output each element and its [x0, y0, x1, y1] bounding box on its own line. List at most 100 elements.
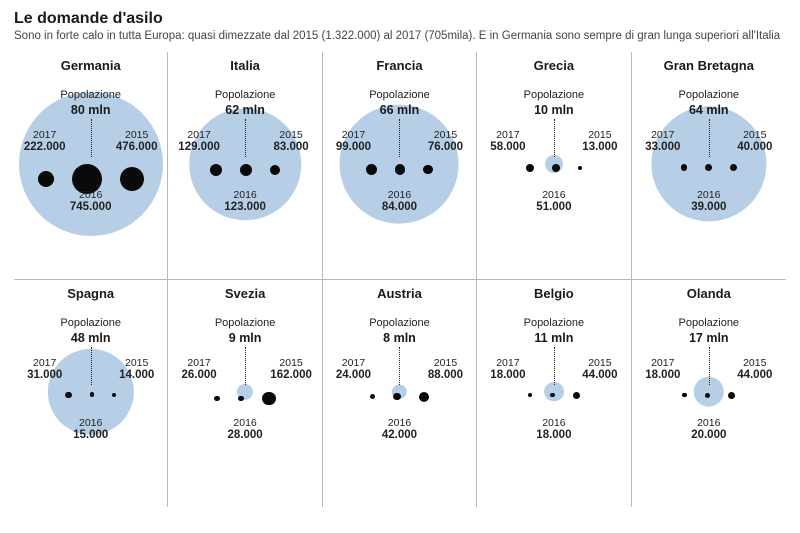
population-label: Popolazione [639, 317, 779, 329]
country-name: Grecia [534, 58, 574, 73]
year-label: 2016 [524, 189, 584, 201]
label-2015: 201514.000 [107, 357, 167, 381]
country-cell: GermaniaPopolazione80 mln2017222.0002015… [14, 52, 168, 280]
year-value: 18.000 [478, 369, 538, 381]
year-label: 2015 [570, 357, 630, 369]
label-2016: 201615.000 [61, 417, 121, 441]
dots-row [21, 392, 161, 398]
country-name: Gran Bretagna [664, 58, 754, 73]
country-name: Germania [61, 58, 121, 73]
year-label: 2015 [415, 129, 475, 141]
population-label: Popolazione [329, 317, 469, 329]
dot-2015 [423, 165, 433, 175]
year-label: 2015 [261, 357, 321, 369]
country-panel: Popolazione9 mln201726.0002015162.000201… [175, 307, 315, 477]
dots-row [639, 164, 779, 171]
year-label: 2015 [725, 129, 785, 141]
year-label: 2015 [725, 357, 785, 369]
year-value: 76.000 [415, 141, 475, 153]
population-label: Popolazione [175, 317, 315, 329]
year-label: 2016 [679, 189, 739, 201]
label-2016: 201618.000 [524, 417, 584, 441]
country-panel: Popolazione11 mln201718.000201544.000201… [484, 307, 624, 477]
dot-2015 [728, 392, 735, 399]
year-value: 18.000 [524, 429, 584, 441]
year-value: 129.000 [169, 141, 229, 153]
dot-2017 [210, 164, 222, 176]
year-value: 58.000 [478, 141, 538, 153]
country-name: Spagna [67, 286, 114, 301]
year-value: 14.000 [107, 369, 167, 381]
label-2016: 201620.000 [679, 417, 739, 441]
label-2017: 2017129.000 [169, 129, 229, 153]
label-2017: 201718.000 [633, 357, 693, 381]
connector-line [399, 119, 400, 157]
country-name: Italia [230, 58, 260, 73]
label-2017: 201799.000 [323, 129, 383, 153]
dots-row [175, 392, 315, 406]
dot-2016 [705, 164, 712, 171]
dot-2015 [573, 392, 580, 399]
year-label: 2016 [524, 417, 584, 429]
country-cell: ItaliaPopolazione62 mln2017129.000201583… [168, 52, 322, 280]
label-2015: 201588.000 [415, 357, 475, 381]
year-value: 162.000 [261, 369, 321, 381]
country-cell: AustriaPopolazione8 mln201724.000201588.… [323, 280, 477, 508]
population-label: Popolazione [329, 89, 469, 101]
year-value: 15.000 [61, 429, 121, 441]
label-2016: 2016745.000 [61, 189, 121, 213]
dot-2017 [681, 164, 687, 170]
dot-2015 [112, 393, 116, 397]
connector-line [709, 119, 710, 157]
dot-2017 [366, 164, 377, 175]
year-label: 2016 [679, 417, 739, 429]
year-label: 2016 [215, 417, 275, 429]
year-value: 83.000 [261, 141, 321, 153]
label-2016: 201684.000 [369, 189, 429, 213]
dot-2016 [238, 396, 244, 402]
year-label: 2015 [107, 129, 167, 141]
dot-2017 [526, 164, 534, 172]
dot-2015 [730, 164, 737, 171]
year-label: 2017 [478, 357, 538, 369]
year-value: 40.000 [725, 141, 785, 153]
dot-2017 [65, 392, 71, 398]
dot-2017 [38, 171, 54, 187]
year-value: 42.000 [369, 429, 429, 441]
year-value: 222.000 [15, 141, 75, 153]
country-panel: Popolazione64 mln201733.000201540.000201… [639, 79, 779, 249]
dot-2017 [528, 393, 533, 398]
country-name: Francia [376, 58, 422, 73]
year-value: 88.000 [415, 369, 475, 381]
label-2016: 201642.000 [369, 417, 429, 441]
year-label: 2017 [323, 129, 383, 141]
dot-2017 [214, 396, 220, 402]
population-value: 10 mln [484, 103, 624, 117]
year-value: 28.000 [215, 429, 275, 441]
country-cell: Francia Popolazione 66 mln 201799.000 201576… [323, 52, 477, 280]
label-2016: 201639.000 [679, 189, 739, 213]
population-value: 66 mln [329, 103, 469, 117]
dot-2017 [682, 393, 687, 398]
population-label: Popolazione [175, 89, 315, 101]
year-label: 2015 [415, 357, 475, 369]
year-label: 2015 [107, 357, 167, 369]
year-label: 2016 [61, 417, 121, 429]
year-value: 18.000 [633, 369, 693, 381]
dots-row [175, 164, 315, 176]
year-label: 2017 [633, 357, 693, 369]
dot-2016 [550, 393, 555, 398]
country-cell: BelgioPopolazione11 mln201718.000201544.… [477, 280, 631, 508]
year-value: 44.000 [570, 369, 630, 381]
connector-line [245, 119, 246, 157]
dot-2015 [262, 392, 276, 406]
country-cell: OlandaPopolazione17 mln201718.000201544.… [632, 280, 786, 508]
year-label: 2016 [369, 189, 429, 201]
year-value: 20.000 [679, 429, 739, 441]
population-label: Popolazione [639, 89, 779, 101]
year-label: 2017 [15, 129, 75, 141]
label-2015: 201544.000 [725, 357, 785, 381]
country-cell: SpagnaPopolazione48 mln201731.000201514.… [14, 280, 168, 508]
population-label: Popolazione [21, 89, 161, 101]
dot-2016 [240, 164, 252, 176]
